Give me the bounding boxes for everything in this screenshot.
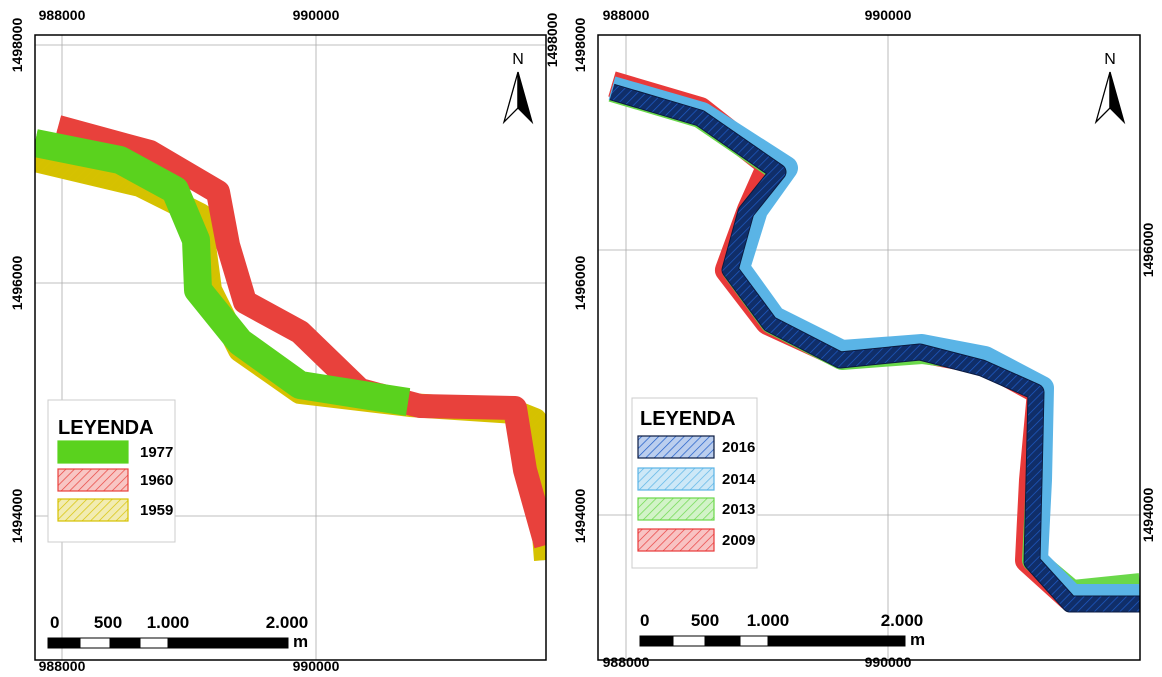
map-frame xyxy=(597,34,1141,661)
scale-segment xyxy=(109,637,141,649)
legend-label: 1977 xyxy=(140,444,173,461)
map-panel xyxy=(35,35,546,660)
x-coord-label: 988000 xyxy=(39,658,86,674)
scale-segment xyxy=(739,635,769,647)
y-coord-label: 1496000 xyxy=(9,256,25,311)
scale-label: 2.000 xyxy=(266,613,309,632)
legend-swatch xyxy=(57,498,129,522)
x-coord-label: 990000 xyxy=(865,654,912,670)
y-coord-label: 1498000 xyxy=(572,18,588,73)
x-coord-label: 988000 xyxy=(39,7,86,23)
legend-title: LEYENDA xyxy=(640,408,736,430)
legend-label: 2009 xyxy=(722,532,755,549)
map-frame xyxy=(34,34,547,661)
scale-segment xyxy=(672,635,706,647)
legend-swatch xyxy=(57,440,129,464)
y-coord-label: 1494000 xyxy=(572,489,588,544)
scale-segment xyxy=(167,637,289,649)
y-coord-label: 1496000 xyxy=(572,256,588,311)
y-coord-label: 1498000 xyxy=(9,18,25,73)
scale-unit: m xyxy=(910,630,925,649)
scale-label: 500 xyxy=(691,611,719,630)
scale-segment xyxy=(139,637,169,649)
north-arrow xyxy=(1109,71,1126,125)
scale-segment xyxy=(47,637,81,649)
x-coord-label: 988000 xyxy=(603,654,650,670)
scale-label: 2.000 xyxy=(881,611,924,630)
legend-swatch xyxy=(637,497,715,521)
legend-label: 2013 xyxy=(722,501,755,518)
north-arrow xyxy=(517,71,534,125)
north-label: N xyxy=(1104,51,1116,68)
legend-title: LEYENDA xyxy=(58,417,154,439)
legend-label: 2014 xyxy=(722,471,756,488)
river-channel xyxy=(609,84,1140,612)
north-label: N xyxy=(512,51,524,68)
scale-label: 1.000 xyxy=(147,613,190,632)
legend-swatch xyxy=(637,435,715,459)
y-coord-label: 1494000 xyxy=(1140,488,1156,543)
scale-segment xyxy=(704,635,741,647)
river-channel xyxy=(55,116,546,548)
legend-swatch xyxy=(57,468,129,492)
legend-swatch xyxy=(637,528,715,552)
y-coord-label: 1494000 xyxy=(9,489,25,544)
x-coord-label: 990000 xyxy=(865,7,912,23)
scale-unit: m xyxy=(293,632,308,651)
legend-swatch xyxy=(637,467,715,491)
y-coord-label: 1496000 xyxy=(1140,223,1156,278)
north-arrow xyxy=(1094,71,1111,125)
scale-segment xyxy=(79,637,111,649)
legend-label: 2016 xyxy=(722,439,755,456)
x-coord-label: 988000 xyxy=(603,7,650,23)
legend-label: 1959 xyxy=(140,502,173,519)
scale-segment xyxy=(767,635,906,647)
north-arrow xyxy=(502,71,519,125)
scale-segment xyxy=(639,635,674,647)
scale-label: 500 xyxy=(94,613,122,632)
y-coord-label: 1498000 xyxy=(544,13,560,68)
x-coord-label: 990000 xyxy=(293,658,340,674)
map-panel xyxy=(598,35,1140,660)
legend-label: 1960 xyxy=(140,472,173,489)
x-coord-label: 990000 xyxy=(293,7,340,23)
scale-label: 0 xyxy=(50,613,59,632)
scale-label: 1.000 xyxy=(747,611,790,630)
river-channel xyxy=(35,130,411,415)
scale-label: 0 xyxy=(640,611,649,630)
